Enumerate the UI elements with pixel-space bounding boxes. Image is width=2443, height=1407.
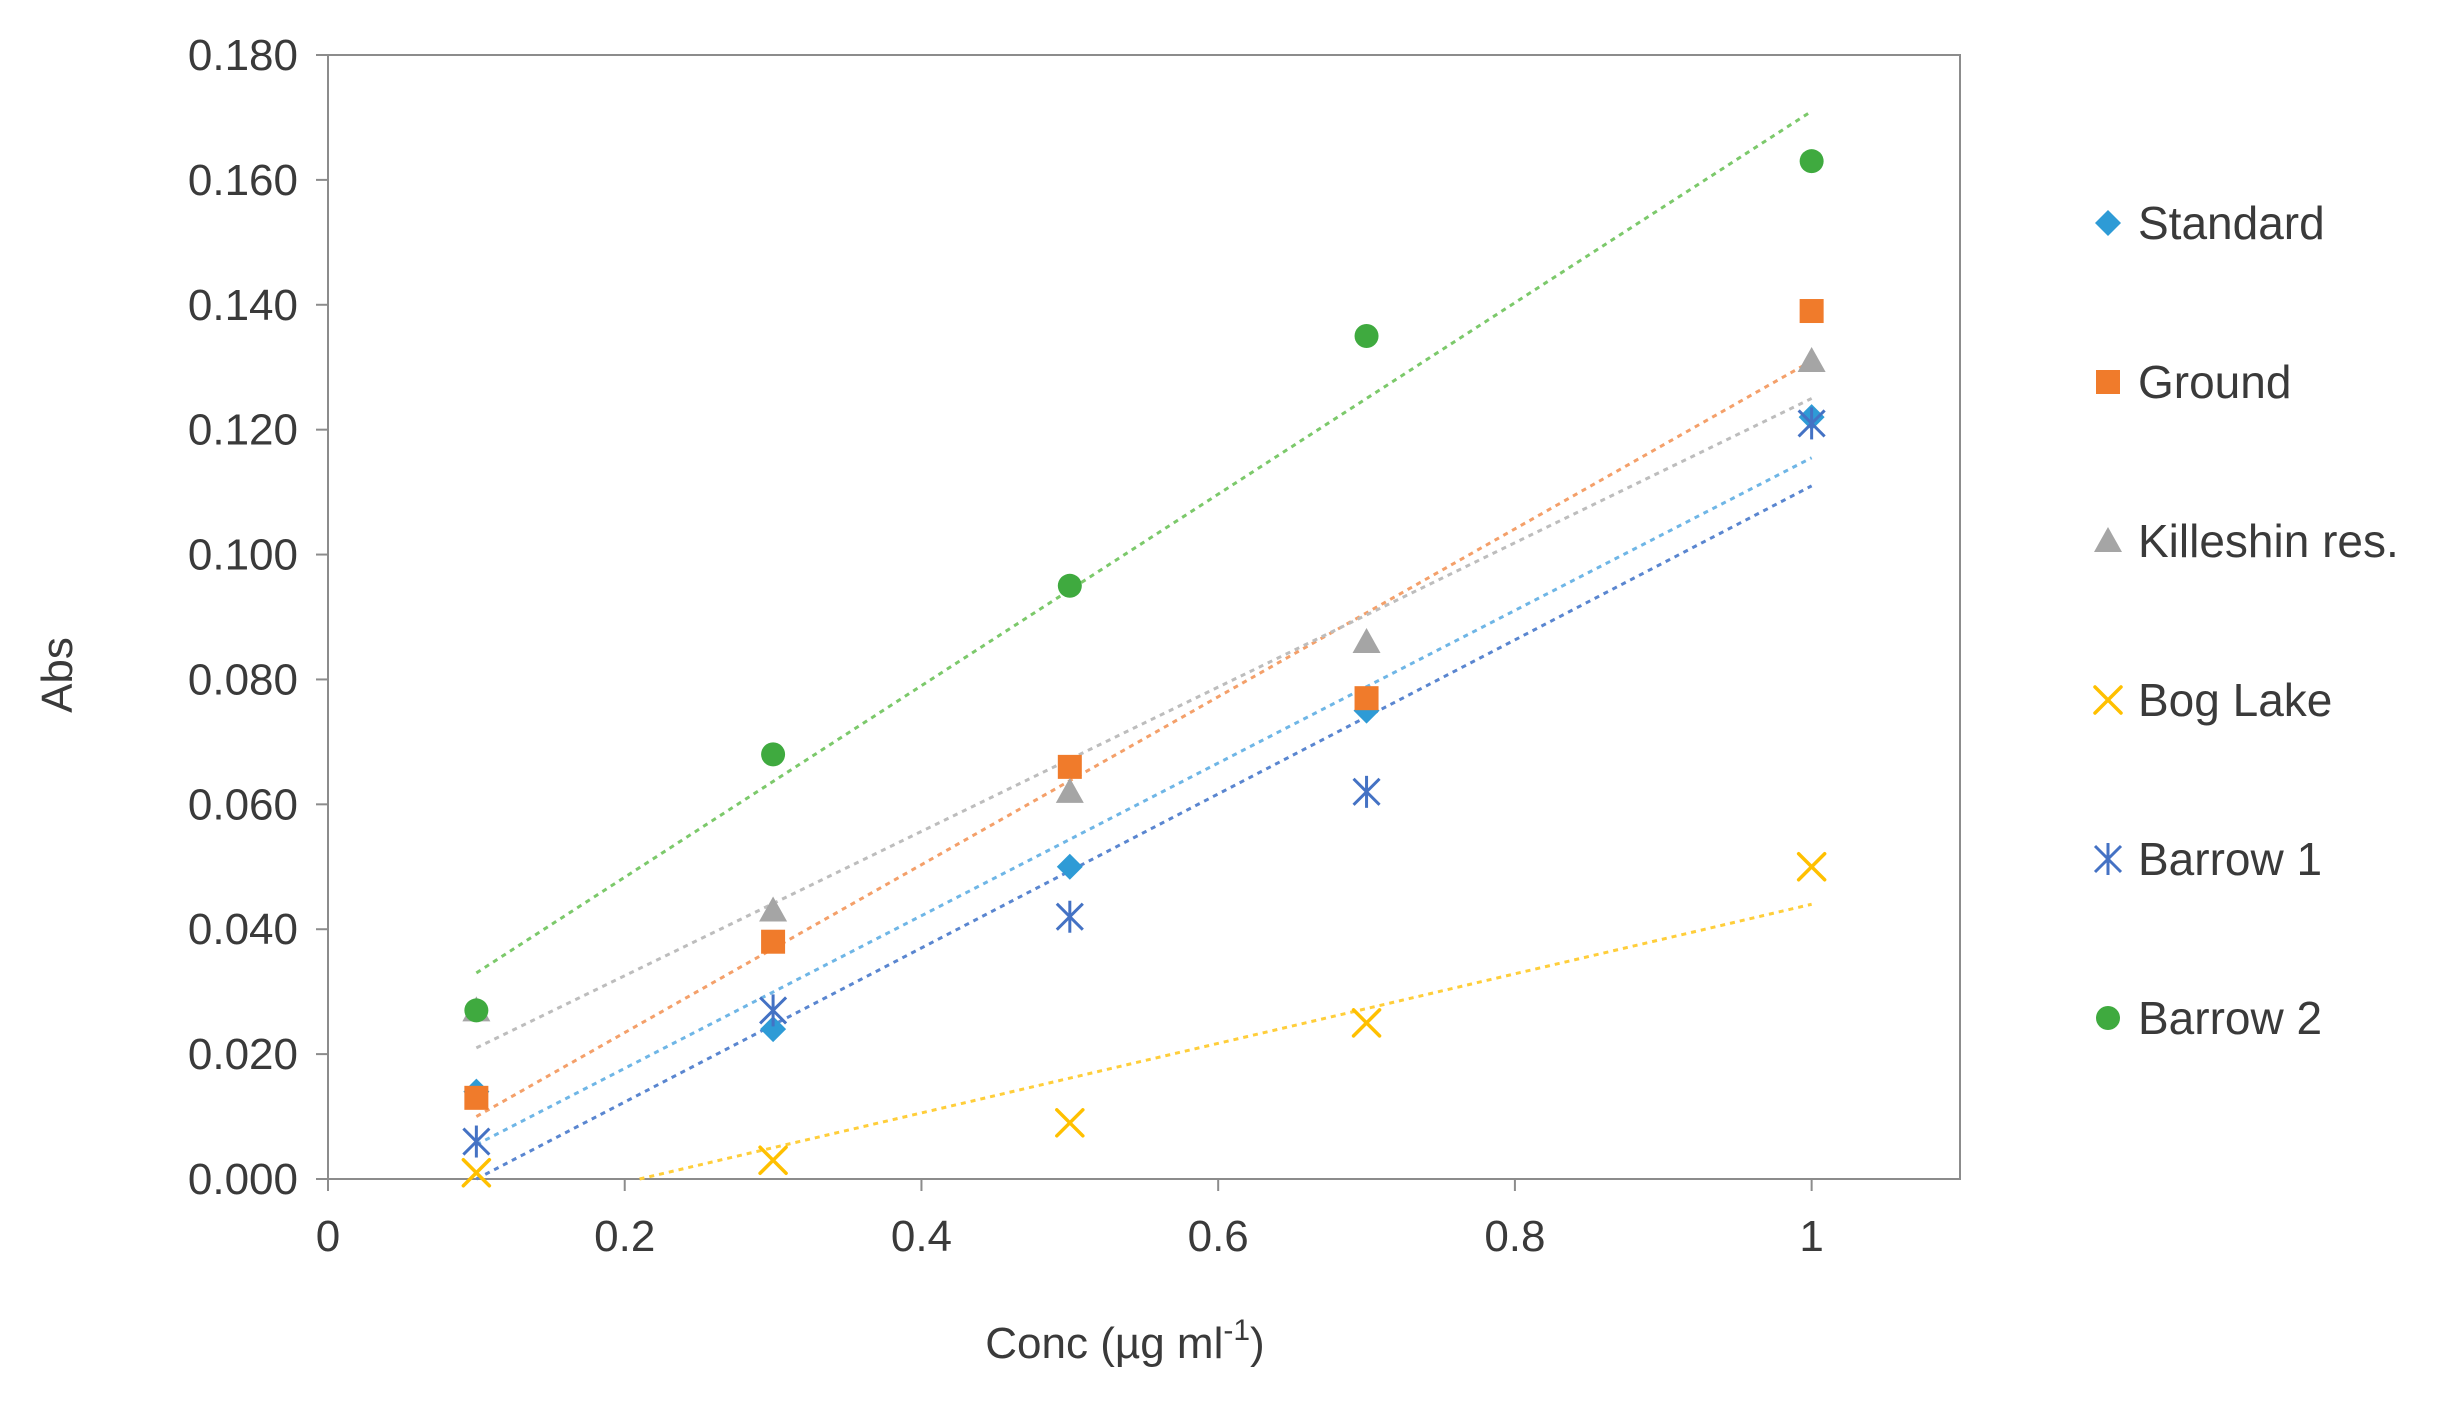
y-tick-label: 0.160 [188,156,298,205]
data-point-killeshin-res [759,896,788,922]
data-point-barrow-2 [761,742,786,767]
data-point-standard [760,1016,787,1043]
trendline-layer [475,109,1813,1181]
data-point-bog-lake [461,1158,492,1188]
marker-layer [461,149,1827,1188]
data-point-killeshin-res [1352,627,1381,653]
y-axis-title: Abs [33,637,82,713]
data-point-barrow-2 [1057,573,1082,598]
data-point-killeshin-res [1055,777,1084,803]
y-tick-label: 0.080 [188,655,298,704]
data-point-barrow-1 [1797,407,1826,440]
plot-area [327,54,1961,1180]
data-point-killeshin-res [1797,346,1826,372]
data-point-ground [1354,686,1379,711]
y-tick-label: 0.120 [188,406,298,455]
data-point-barrow-1 [462,1125,491,1158]
data-point-barrow-2 [1354,324,1379,348]
legend-label-ground: Ground [2138,356,2291,408]
data-point-bog-lake [1351,1008,1382,1038]
data-point-barrow-2 [464,998,489,1023]
legend-marker-standard [2095,210,2121,236]
data-point-barrow-1 [759,994,788,1027]
legend-marker-barrow-1 [2093,843,2123,875]
data-point-barrow-2 [1799,149,1824,174]
x-tick-label: 0.8 [1484,1212,1545,1261]
legend-marker-killeshin-res [2094,527,2122,552]
x-tick-label: 1 [1799,1212,1823,1261]
x-axis-title: Conc (µg ml-1) [985,1314,1264,1368]
x-tick-label: 0.6 [1188,1212,1249,1261]
data-point-barrow-1 [1055,900,1084,933]
trendline-bog-lake [639,902,1812,1181]
x-axis-title-superscript: -1 [1223,1314,1250,1347]
legend-label-barrow-2: Barrow 2 [2138,992,2322,1044]
data-point-bog-lake [758,1145,788,1176]
x-tick-label: 0.2 [594,1212,655,1261]
legend-label-killeshin-res: Killeshin res. [2138,515,2399,567]
y-tick-label: 0.060 [188,780,298,829]
y-tick-label: 0.040 [188,905,298,954]
trendline-barrow-2 [475,109,1813,975]
axis-layer: 0.000 0.020 0.040 0.060 0.080 0.100 0.120 0.140… [188,31,1824,1261]
legend-marker-bog-lake [2093,685,2123,715]
x-tick-label: 0.4 [891,1212,952,1261]
data-point-ground [761,929,786,954]
x-axis-title-end: ) [1250,1319,1265,1368]
data-point-bog-lake [1796,852,1827,882]
x-tick-label: 0 [316,1212,340,1261]
legend-label-bog-lake: Bog Lake [2138,674,2332,726]
y-tick-label: 0.180 [188,31,298,80]
trendline-killeshin-res [475,397,1813,1050]
data-point-barrow-1 [1352,775,1381,808]
data-point-ground [464,1085,489,1110]
x-axis-title-main: Conc (µg ml [985,1319,1223,1368]
legend-label-standard: Standard [2138,197,2325,249]
y-tick-label: 0.000 [188,1155,298,1204]
legend-marker-barrow-2 [2096,1006,2120,1030]
legend: Standard Ground Killeshin res. Bog Lake Barr… [2093,197,2399,1044]
trendline-barrow-1 [475,484,1813,1181]
legend-label-barrow-1: Barrow 1 [2138,833,2322,885]
data-point-standard [1056,853,1083,880]
y-tick-label: 0.020 [188,1030,298,1079]
data-point-bog-lake [1055,1108,1085,1138]
data-point-ground [1057,754,1082,779]
legend-marker-ground [2096,370,2120,394]
trendline-standard [475,456,1813,1146]
y-tick-label: 0.100 [188,531,298,580]
data-point-ground [1799,299,1824,324]
y-tick-label: 0.140 [188,281,298,330]
